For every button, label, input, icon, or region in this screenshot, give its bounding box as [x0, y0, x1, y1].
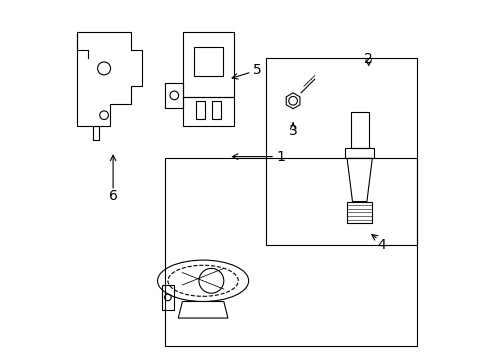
- Text: 1: 1: [276, 150, 285, 163]
- Bar: [265, 58, 416, 245]
- Text: 3: 3: [288, 125, 297, 138]
- Text: 5: 5: [252, 63, 261, 77]
- Text: 2: 2: [364, 53, 372, 66]
- Bar: [165, 158, 416, 346]
- Text: 6: 6: [108, 189, 117, 203]
- Text: 4: 4: [376, 238, 385, 252]
